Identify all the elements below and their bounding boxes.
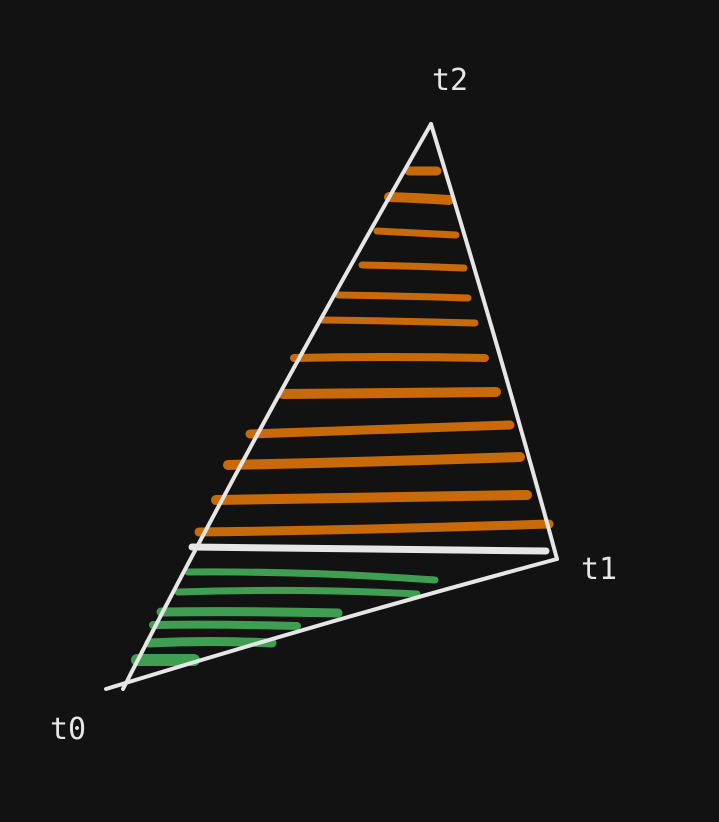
vertex-label-t1: t1 (581, 552, 618, 587)
lower-scanline (184, 568, 439, 584)
upper-scanline (290, 353, 489, 362)
edge-t0-t2 (121, 122, 433, 691)
lower-scanline (149, 620, 301, 630)
edge-t2-t1 (429, 122, 559, 561)
lower-scanline (174, 586, 421, 598)
upper-scanline (223, 452, 525, 470)
lower-scanline (156, 607, 343, 618)
split-line (188, 543, 550, 555)
upper-scanlines (194, 166, 554, 537)
upper-scanline (384, 192, 454, 205)
upper-scanline (319, 316, 479, 327)
lower-scanlines (131, 568, 439, 666)
upper-scanline (358, 261, 468, 272)
upper-scanline (211, 490, 532, 505)
vertex-label-t2: t2 (432, 63, 469, 98)
vertex-label-t0: t0 (50, 712, 87, 747)
upper-scanline (278, 387, 501, 399)
upper-scanline (373, 227, 460, 239)
triangle-outline (104, 122, 559, 691)
upper-scanline (245, 420, 515, 439)
upper-scanline (334, 291, 472, 302)
edge-t1-t0 (104, 557, 559, 691)
upper-scanline (194, 519, 554, 537)
